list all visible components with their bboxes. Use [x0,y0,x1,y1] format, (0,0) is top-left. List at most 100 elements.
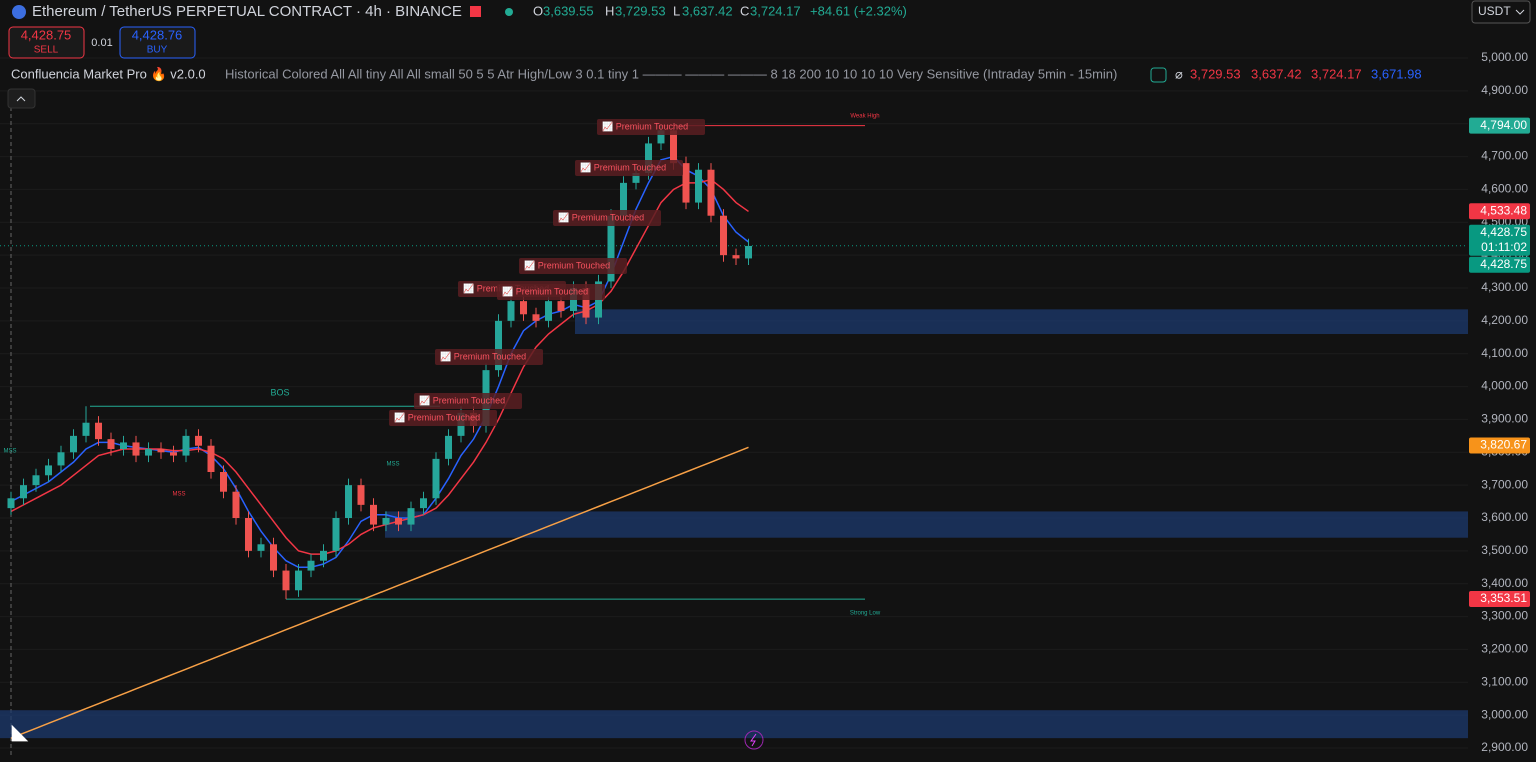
y-tick-label: 3,600.00 [1481,510,1528,524]
candle-body [282,570,290,591]
candle-body [645,143,652,173]
annotation-box [435,349,543,365]
candle-body [632,173,640,183]
buy-price: 4,428.76 [132,27,183,42]
price-tag-label: 4,533.48 [1480,203,1527,217]
price-tag [1469,590,1530,607]
flag[interactable] [470,6,481,17]
y-tick-label: 3,100.00 [1481,674,1528,688]
ohlc-l: 3,637.42 [682,3,733,18]
candle-body [707,169,715,216]
y-tick-label: 3,200.00 [1481,642,1528,656]
y-tick-label: 4,000.00 [1481,379,1528,393]
y-tick-label: 3,500.00 [1481,543,1528,557]
candle-body [382,518,390,525]
candle-body [132,442,140,456]
y-tick-label: 4,200.00 [1481,313,1528,327]
indicator-value: 3,724.17 [1311,66,1362,81]
candle-body [220,472,227,492]
price-tag [1469,256,1530,273]
zone [575,309,1468,334]
annotation: 📈 Premium Touched [394,411,480,422]
candle-body [320,550,327,561]
candle-body [170,452,177,456]
candle-body [245,518,252,551]
logo: ◣ [11,721,29,743]
candle-body [607,215,615,282]
countdown: 01:11:02 [1481,240,1527,254]
collapse-icon [16,96,26,102]
candle-body [32,475,40,486]
level-label: Weak High [850,114,879,120]
candle-body [670,130,677,164]
candle-body [495,320,502,371]
ohlc-c-label: C [740,3,749,18]
symbol-icon[interactable] [12,5,26,19]
zone [0,710,1468,739]
annotation-box [519,258,627,274]
ohlc-l-label: L [673,3,680,18]
candle-body [620,182,627,216]
candle-body [145,449,152,456]
sell-button[interactable] [8,26,85,59]
candle-body [120,442,127,449]
annotation: 📈 Premium Touched [580,161,666,172]
ohlc-o-label: O [533,3,543,18]
currency: USDT [1478,4,1511,18]
candle-body [57,452,65,466]
price-tag-label: 3,353.51 [1480,591,1527,605]
y-tick-label: 3,000.00 [1481,707,1528,721]
y-tick-label: 3,900.00 [1481,412,1528,426]
candle-body [507,301,515,321]
candle-body [420,498,427,509]
candle-body [532,314,540,321]
annotation-box [389,410,497,426]
buy-button[interactable] [119,26,196,59]
candle-body [332,518,340,551]
candle-body [395,518,402,525]
candle-body [45,465,52,476]
price-tag-label: 4,794.00 [1480,118,1527,132]
ma-line [10,446,749,739]
symbol-title[interactable]: Ethereum / TetherUS PERPETUAL CONTRACT ·… [32,3,462,20]
candle-body [270,544,277,571]
candle-body [557,301,565,311]
candle-body [732,255,740,259]
candle-body [207,445,215,472]
level-label: BOS [270,387,289,397]
annotation: 📈 Premium Touched [602,120,688,131]
replay-icon[interactable] [744,730,764,750]
candle-body [682,163,690,203]
candle-body [20,485,27,499]
currency-caret [1515,9,1525,15]
candle-body [545,301,552,321]
y-tick-label: 4,600.00 [1481,182,1528,196]
candle-body [720,215,727,256]
collapse-button[interactable] [7,88,36,109]
ohlc-change: +84.61 (+2.32%) [810,3,907,18]
market-status [505,8,513,16]
candle-body [295,570,302,591]
mss-label: MSS [386,462,399,468]
candle-body [445,435,452,459]
price-tag [1469,117,1530,134]
candle-body [257,544,265,551]
indicator-name[interactable]: Confluencia Market Pro 🔥 v2.0.0 [11,66,206,81]
price-tag [1469,437,1530,454]
sell-price: 4,428.75 [21,27,72,42]
source-code-icon[interactable] [1150,67,1167,83]
indicator-value: 3,671.98 [1371,66,1422,81]
price-tag-label: 4,428.75 [1480,225,1527,239]
y-tick-label: 2,900.00 [1481,740,1528,754]
indicator-value: 3,729.53 [1190,66,1241,81]
annotation-box [575,160,683,176]
order-qty[interactable]: 0.01 [91,37,112,49]
ohlc-o: 3,639.55 [543,3,594,18]
candle-body [195,435,202,446]
zone [385,511,1468,538]
currency-button[interactable] [1471,0,1531,24]
y-tick-label: 4,300.00 [1481,280,1528,294]
